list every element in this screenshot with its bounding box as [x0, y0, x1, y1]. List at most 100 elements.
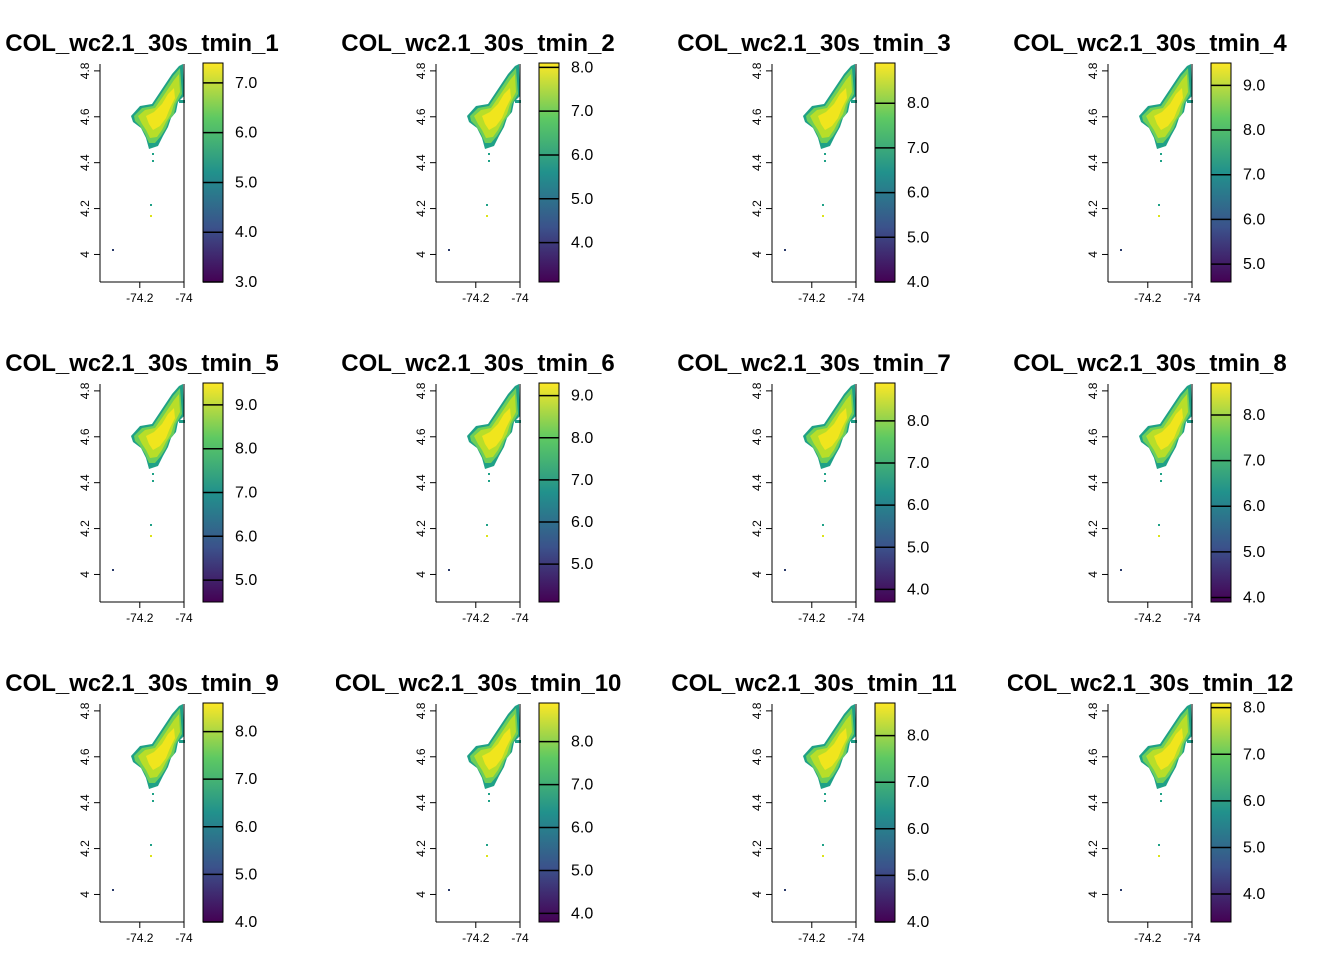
raster-pixel-1: [824, 473, 826, 475]
x-tick-label: -74: [511, 931, 529, 945]
y-tick-label: 4.8: [414, 702, 428, 719]
colorbar-tick-label: 6.0: [1243, 498, 1265, 515]
x-tick-label: -74: [1183, 931, 1201, 945]
y-tick-label: 4: [78, 251, 92, 258]
raster-pixel-5: [784, 889, 786, 891]
y-tick-label: 4: [78, 571, 92, 578]
raster-region-core: [482, 88, 511, 130]
map-panel-6: COL_wc2.1_30s_tmin_6 4 4.2 4.4 4.6 4.8 -74.2 -7…: [341, 350, 614, 625]
colorbar-tick-label: 5.0: [1243, 544, 1265, 561]
y-tick-label: 4.4: [414, 154, 428, 171]
map-panel-9: COL_wc2.1_30s_tmin_9 4 4.2 4.4 4.6 4.8 -74.2 -7…: [5, 670, 278, 945]
colorbar-tick-label: 5.0: [235, 572, 257, 589]
colorbar-tick-label: 4.0: [571, 235, 593, 252]
raster-edge-cell: [851, 420, 857, 423]
colorbar: [1210, 62, 1232, 283]
colorbar-tick-label: 5.0: [571, 191, 593, 208]
colorbar-tick-label: 9.0: [571, 388, 593, 405]
raster-region-core: [482, 728, 511, 770]
map-panel-2: COL_wc2.1_30s_tmin_2 4 4.2 4.4 4.6 4.8 -74.2 -7…: [341, 30, 614, 305]
y-tick-label: 4.6: [78, 428, 92, 445]
raster-region-core: [146, 728, 175, 770]
map-panel-5: COL_wc2.1_30s_tmin_5 4 4.2 4.4 4.6 4.8 -74.2 -7…: [5, 350, 278, 625]
colorbar: [538, 382, 560, 603]
raster-edge-cell: [515, 420, 521, 423]
raster-pixel-3: [486, 524, 488, 526]
colorbar: [538, 62, 560, 283]
raster-pixel-1: [488, 793, 490, 795]
panel-title: COL_wc2.1_30s_tmin_1: [5, 30, 278, 57]
y-tick-label: 4.6: [750, 108, 764, 125]
raster-pixel-1: [152, 153, 154, 155]
colorbar: [202, 62, 224, 283]
colorbar-tick-label: 8.0: [907, 728, 929, 745]
y-tick-label: 4.6: [1086, 748, 1100, 765]
raster-region-core: [1154, 408, 1183, 450]
raster-pixel-4: [822, 215, 824, 217]
x-tick-label: -74.2: [126, 931, 154, 945]
raster-edge-cell: [179, 420, 185, 423]
colorbar-tick-label: 7.0: [571, 472, 593, 489]
raster-region-core: [818, 88, 847, 130]
colorbar-tick-label: 4.0: [1243, 589, 1265, 606]
raster-pixel-2: [488, 160, 490, 162]
panel-title: COL_wc2.1_30s_tmin_11: [671, 670, 957, 697]
colorbar-tick-label: 8.0: [571, 59, 593, 76]
colorbar-tick-label: 7.0: [235, 75, 257, 92]
raster-pixel-1: [1160, 153, 1162, 155]
raster-pixel-4: [486, 215, 488, 217]
x-tick-label: -74: [175, 611, 193, 625]
panel-title: COL_wc2.1_30s_tmin_8: [1013, 350, 1286, 377]
raster-pixel-2: [824, 800, 826, 802]
colorbar-tick-label: 7.0: [907, 140, 929, 157]
y-tick-label: 4.8: [1086, 382, 1100, 399]
map-panel-1: COL_wc2.1_30s_tmin_1 4 4.2 4.4 4.6 4.8 -74.2 -7…: [5, 30, 278, 305]
raster-region-core: [818, 408, 847, 450]
raster-edge-cell: [1187, 420, 1193, 423]
raster-pixel-4: [486, 855, 488, 857]
raster-pixel-3: [150, 844, 152, 846]
y-tick-label: 4.4: [414, 474, 428, 491]
map-panel-11: COL_wc2.1_30s_tmin_11 4 4.2 4.4 4.6 4.8 -74.2 -…: [671, 670, 957, 945]
y-tick-label: 4.4: [78, 154, 92, 171]
x-tick-label: -74.2: [1134, 291, 1162, 305]
raster-pixel-4: [150, 855, 152, 857]
y-tick-label: 4: [414, 571, 428, 578]
y-tick-label: 4.6: [414, 748, 428, 765]
raster-pixel-5: [1120, 889, 1122, 891]
colorbar-tick-label: 8.0: [235, 441, 257, 458]
y-tick-label: 4.4: [750, 474, 764, 491]
raster-pixel-3: [1158, 844, 1160, 846]
y-tick-label: 4.8: [414, 62, 428, 79]
colorbar-tick-label: 6.0: [907, 497, 929, 514]
raster-pixel-3: [486, 204, 488, 206]
colorbar: [1210, 382, 1232, 603]
map-panel-4: COL_wc2.1_30s_tmin_4 4 4.2 4.4 4.6 4.8 -74.2 -7…: [1013, 30, 1287, 305]
y-tick-label: 4: [78, 891, 92, 898]
colorbar-tick-label: 8.0: [907, 413, 929, 430]
raster-pixel-5: [112, 569, 114, 571]
y-tick-label: 4: [414, 251, 428, 258]
colorbar-tick-label: 8.0: [1243, 407, 1265, 424]
raster-pixel-5: [112, 889, 114, 891]
colorbar-tick-label: 3.0: [235, 274, 257, 291]
raster-pixel-4: [150, 535, 152, 537]
raster-pixel-5: [448, 249, 450, 251]
y-tick-label: 4: [1086, 251, 1100, 258]
colorbar-tick-label: 5.0: [907, 229, 929, 246]
y-tick-label: 4.8: [78, 702, 92, 719]
colorbar: [874, 382, 896, 603]
y-tick-label: 4.2: [78, 840, 92, 857]
x-tick-label: -74: [511, 291, 529, 305]
y-tick-label: 4.2: [414, 840, 428, 857]
y-tick-label: 4.6: [750, 748, 764, 765]
x-tick-label: -74.2: [1134, 931, 1162, 945]
y-tick-label: 4.4: [750, 794, 764, 811]
y-tick-label: 4.6: [1086, 108, 1100, 125]
y-tick-label: 4: [750, 571, 764, 578]
raster-pixel-2: [152, 800, 154, 802]
colorbar-tick-label: 4.0: [907, 581, 929, 598]
colorbar-tick-label: 8.0: [235, 724, 257, 741]
colorbar-tick-label: 6.0: [235, 819, 257, 836]
